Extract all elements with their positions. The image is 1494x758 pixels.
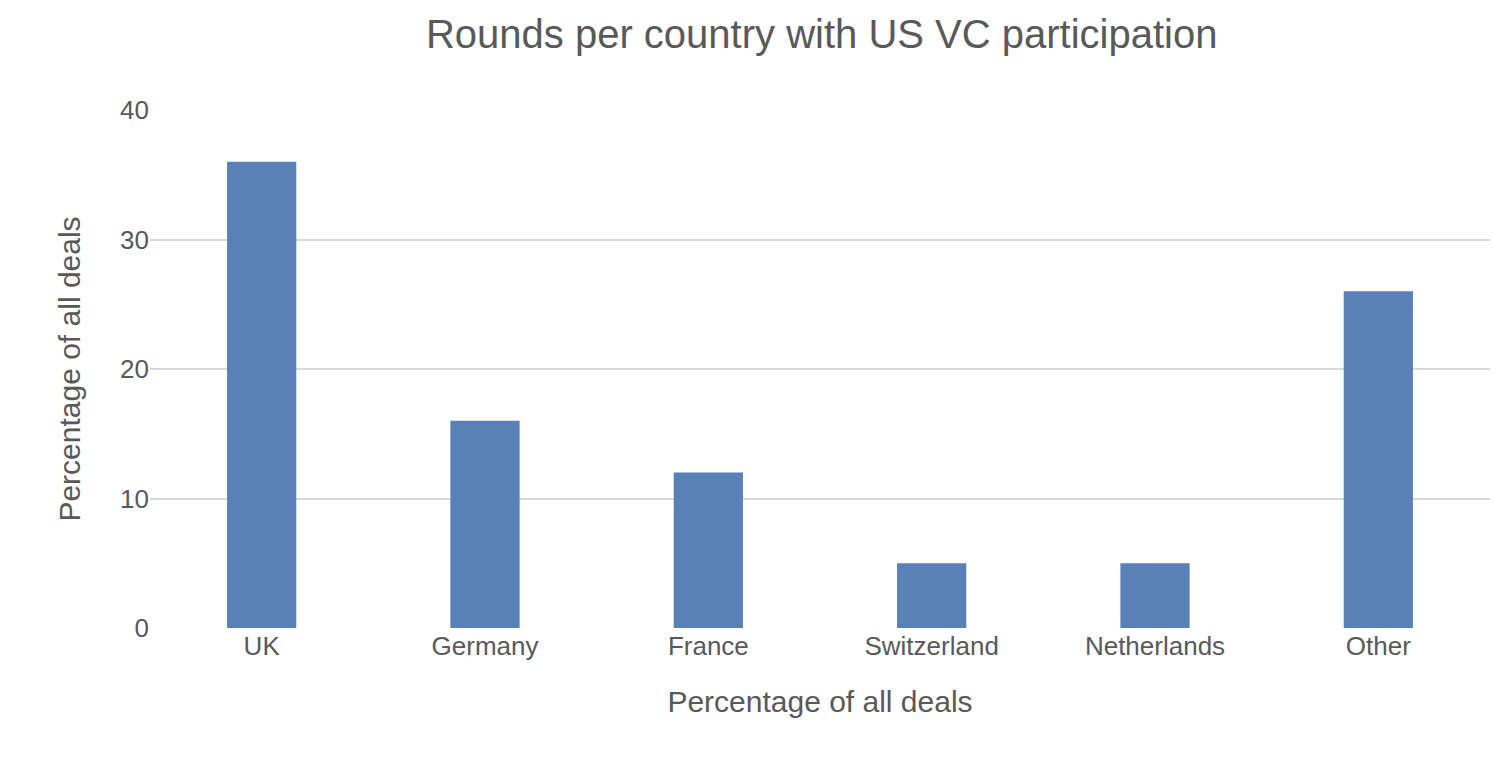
svg-text:40: 40 xyxy=(120,95,149,125)
svg-text:Percentage of all deals: Percentage of all deals xyxy=(667,685,972,718)
svg-text:Netherlands: Netherlands xyxy=(1085,631,1225,661)
svg-text:Other: Other xyxy=(1346,631,1411,661)
svg-text:Germany: Germany xyxy=(432,631,539,661)
svg-text:10: 10 xyxy=(120,484,149,514)
svg-text:UK: UK xyxy=(244,631,281,661)
svg-text:20: 20 xyxy=(120,354,149,384)
svg-text:Rounds per country with US VC: Rounds per country with US VC participat… xyxy=(426,12,1217,56)
svg-text:Percentage of all deals: Percentage of all deals xyxy=(53,216,86,521)
svg-text:0: 0 xyxy=(135,613,149,643)
svg-text:30: 30 xyxy=(120,225,149,255)
svg-text:France: France xyxy=(668,631,749,661)
svg-text:Switzerland: Switzerland xyxy=(864,631,998,661)
